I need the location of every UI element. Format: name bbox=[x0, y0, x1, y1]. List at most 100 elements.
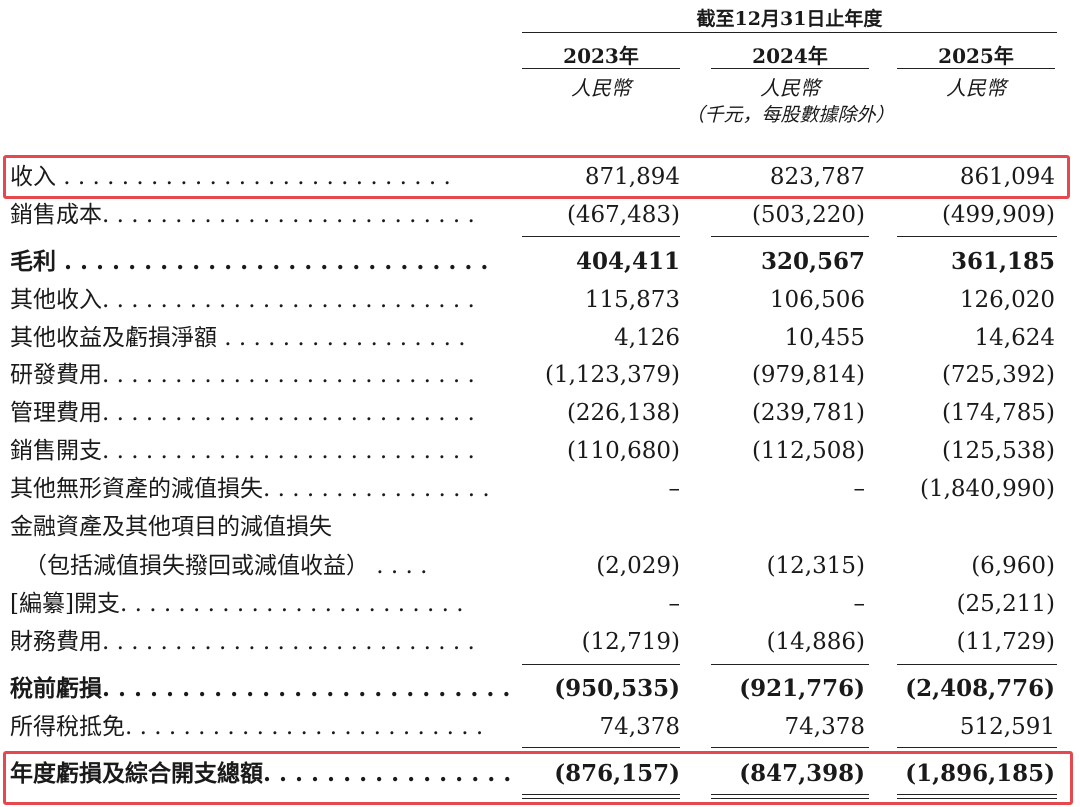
value-2024: (12,315) bbox=[766, 553, 865, 579]
subtotal-rule bbox=[897, 236, 1057, 237]
table-row-finance-costs: 財務費用. . . . . . . . . . . . . . . . . . … bbox=[0, 624, 1080, 660]
value-2024: – bbox=[853, 591, 866, 617]
row-label: 收入 . . . . . . . . . . . . . . . . . . .… bbox=[10, 164, 451, 190]
subtotal-rule bbox=[711, 664, 869, 665]
value-2025: (25,211) bbox=[956, 591, 1055, 617]
row-label: [編纂]開支. . . . . . . . . . . . . . . . . … bbox=[10, 591, 464, 617]
value-2024: 823,787 bbox=[769, 164, 865, 190]
year-label: 2023年 bbox=[563, 44, 639, 68]
value-2025: (174,785) bbox=[941, 400, 1055, 426]
value-2024: 106,506 bbox=[769, 287, 865, 313]
total-double-rule bbox=[897, 794, 1057, 799]
value-2023: (467,483) bbox=[566, 202, 680, 228]
currency-label: 人民幣 bbox=[760, 76, 820, 100]
value-2025: 361,185 bbox=[950, 248, 1055, 275]
value-2024: 74,378 bbox=[784, 714, 865, 740]
period-header: 截至12月31日止年度 bbox=[696, 8, 883, 30]
row-label: 稅前虧損. . . . . . . . . . . . . . . . . . … bbox=[10, 675, 510, 702]
value-2024: (14,886) bbox=[766, 629, 865, 655]
table-row-tax-credit: 所得稅抵免. . . . . . . . . . . . . . . . . .… bbox=[0, 709, 1080, 745]
value-2023: 74,378 bbox=[599, 714, 680, 740]
subtotal-rule bbox=[522, 236, 680, 237]
row-label: 毛利 . . . . . . . . . . . . . . . . . . .… bbox=[10, 248, 489, 275]
period-rule bbox=[522, 32, 1057, 33]
value-2025: (499,909) bbox=[941, 202, 1055, 228]
value-2023: – bbox=[668, 591, 681, 617]
row-label: 研發費用. . . . . . . . . . . . . . . . . . … bbox=[10, 362, 475, 388]
value-2025: (2,408,776) bbox=[905, 675, 1055, 702]
row-label: 其他收益及虧損淨額 . . . . . . . . . . . . . . . … bbox=[10, 325, 466, 351]
year-label: 2024年 bbox=[752, 44, 828, 68]
currency-label: 人民幣 bbox=[571, 76, 631, 100]
table-row-revenue: 收入 . . . . . . . . . . . . . . . . . . .… bbox=[0, 159, 1080, 195]
value-2023: 4,126 bbox=[614, 325, 680, 351]
value-2025: 126,020 bbox=[959, 287, 1055, 313]
value-2024: (921,776) bbox=[739, 675, 865, 702]
value-2025: (11,729) bbox=[956, 629, 1055, 655]
value-2025: (6,960) bbox=[971, 553, 1055, 579]
value-2024: (979,814) bbox=[751, 362, 865, 388]
value-2025: 512,591 bbox=[959, 714, 1055, 740]
value-2023: 404,411 bbox=[575, 248, 680, 275]
row-label: 所得稅抵免. . . . . . . . . . . . . . . . . .… bbox=[10, 714, 484, 740]
value-2024: 320,567 bbox=[760, 248, 865, 275]
row-label: 其他無形資產的減值損失. . . . . . . . . . . . . . .… bbox=[10, 476, 490, 502]
value-2023: 115,873 bbox=[584, 287, 680, 313]
value-2023: (226,138) bbox=[566, 400, 680, 426]
value-2023: 871,894 bbox=[584, 164, 680, 190]
total-double-rule bbox=[711, 794, 869, 799]
value-2023: (110,680) bbox=[566, 438, 680, 464]
subtotal-rule bbox=[711, 747, 869, 748]
value-2023: – bbox=[668, 476, 681, 502]
table-row-loss-before-tax: 稅前虧損. . . . . . . . . . . . . . . . . . … bbox=[0, 671, 1080, 707]
table-row-rd-expenses: 研發費用. . . . . . . . . . . . . . . . . . … bbox=[0, 357, 1080, 393]
value-2024: – bbox=[853, 476, 866, 502]
subtotal-rule bbox=[897, 664, 1057, 665]
value-2023: (12,719) bbox=[581, 629, 680, 655]
column-rule bbox=[711, 68, 869, 69]
column-rule bbox=[522, 68, 680, 69]
value-2023: (876,157) bbox=[554, 760, 680, 787]
row-label: 年度虧損及綜合開支總額. . . . . . . . . . . . . . .… bbox=[10, 760, 510, 787]
value-2025: (1,840,990) bbox=[919, 476, 1055, 502]
table-row-other-gains-losses: 其他收益及虧損淨額 . . . . . . . . . . . . . . . … bbox=[0, 320, 1080, 356]
table-row-selling-expenses: 銷售開支. . . . . . . . . . . . . . . . . . … bbox=[0, 433, 1080, 469]
row-label: 財務費用. . . . . . . . . . . . . . . . . . … bbox=[10, 629, 475, 655]
subtotal-rule bbox=[522, 747, 680, 748]
value-2025: (125,538) bbox=[941, 438, 1055, 464]
value-2024: (112,508) bbox=[751, 438, 865, 464]
table-row-other-income: 其他收入. . . . . . . . . . . . . . . . . . … bbox=[0, 282, 1080, 318]
highlight-box-total bbox=[3, 751, 1073, 805]
table-row-intangible-impairment: 其他無形資產的減值損失. . . . . . . . . . . . . . .… bbox=[0, 471, 1080, 507]
subtotal-rule bbox=[522, 664, 680, 665]
table-row-gross-profit: 毛利 . . . . . . . . . . . . . . . . . . .… bbox=[0, 244, 1080, 280]
row-label: 其他收入. . . . . . . . . . . . . . . . . . … bbox=[10, 287, 475, 313]
column-rule bbox=[897, 68, 1055, 69]
value-2025: (725,392) bbox=[941, 362, 1055, 388]
value-2024: (503,220) bbox=[751, 202, 865, 228]
row-label: （包括減值損失撥回或減值收益） . . . . bbox=[24, 553, 428, 579]
value-2023: (2,029) bbox=[596, 553, 680, 579]
currency-label: 人民幣 bbox=[946, 76, 1006, 100]
value-2023: (1,123,379) bbox=[544, 362, 680, 388]
table-row-total-comprehensive-loss: 年度虧損及綜合開支總額. . . . . . . . . . . . . . .… bbox=[0, 756, 1080, 792]
table-row-admin-expenses: 管理費用. . . . . . . . . . . . . . . . . . … bbox=[0, 395, 1080, 431]
highlight-box-revenue bbox=[3, 155, 1070, 199]
value-2024: 10,455 bbox=[784, 325, 865, 351]
value-2025: (1,896,185) bbox=[905, 760, 1055, 787]
table-row-financial-assets-impairment: 金融資產及其他項目的減值損失 bbox=[0, 509, 1080, 545]
value-2024: (847,398) bbox=[739, 760, 865, 787]
subtotal-rule bbox=[711, 236, 869, 237]
total-double-rule bbox=[522, 794, 680, 799]
value-2024: (239,781) bbox=[751, 400, 865, 426]
row-label: 銷售成本. . . . . . . . . . . . . . . . . . … bbox=[10, 202, 475, 228]
year-label: 2025年 bbox=[938, 44, 1014, 68]
row-label: 管理費用. . . . . . . . . . . . . . . . . . … bbox=[10, 400, 475, 426]
unit-note: （千元，每股數據除外） bbox=[685, 104, 895, 126]
subtotal-rule bbox=[897, 747, 1057, 748]
value-2023: (950,535) bbox=[554, 675, 680, 702]
row-label: 金融資產及其他項目的減值損失 bbox=[10, 514, 332, 540]
value-2025: 14,624 bbox=[974, 325, 1055, 351]
table-row-cost-of-sales: 銷售成本. . . . . . . . . . . . . . . . . . … bbox=[0, 197, 1080, 233]
